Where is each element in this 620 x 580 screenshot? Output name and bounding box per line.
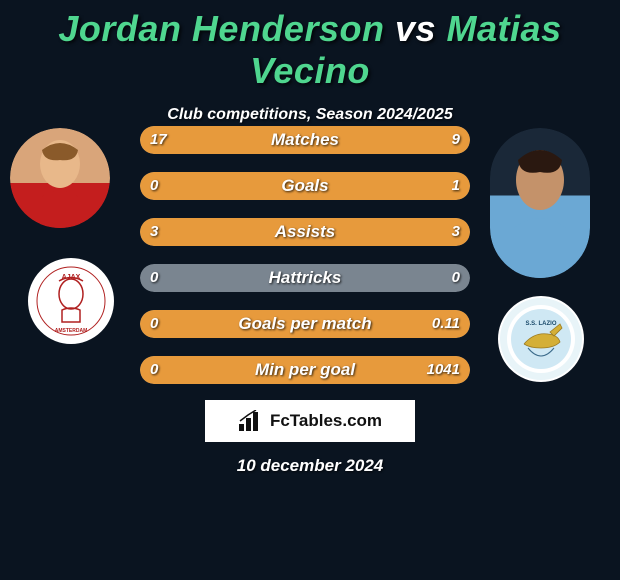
- comparison-title: Jordan Henderson vs Matias Vecino: [0, 0, 620, 92]
- stat-right-value: 1: [452, 172, 460, 200]
- svg-text:AMSTERDAM: AMSTERDAM: [55, 328, 88, 334]
- player1-club-logo: AJAX AMSTERDAM: [28, 258, 114, 344]
- stat-row: 17Matches9: [140, 126, 470, 154]
- brand-badge: FcTables.com: [205, 400, 415, 442]
- brand-text: FcTables.com: [270, 411, 382, 431]
- stat-right-value: 0: [452, 264, 460, 292]
- subtitle: Club competitions, Season 2024/2025: [0, 106, 620, 124]
- stat-right-value: 1041: [427, 356, 460, 384]
- footer-date: 10 december 2024: [0, 456, 620, 476]
- stat-right-value: 3: [452, 218, 460, 246]
- stat-label: Hattricks: [140, 264, 470, 292]
- stat-right-value: 0.11: [432, 310, 460, 338]
- player1-photo: [10, 128, 110, 228]
- fctables-icon: [238, 410, 264, 432]
- svg-text:AJAX: AJAX: [62, 274, 81, 281]
- stat-label: Goals per match: [140, 310, 470, 338]
- stat-row: 3Assists3: [140, 218, 470, 246]
- stat-label: Min per goal: [140, 356, 470, 384]
- stat-label: Matches: [140, 126, 470, 154]
- stat-row: 0Hattricks0: [140, 264, 470, 292]
- stat-bars: 17Matches90Goals13Assists30Hattricks00Go…: [140, 126, 470, 402]
- player2-photo: [490, 128, 590, 278]
- stat-row: 0Goals per match0.11: [140, 310, 470, 338]
- stat-row: 0Goals1: [140, 172, 470, 200]
- svg-text:S.S. LAZIO: S.S. LAZIO: [525, 321, 556, 327]
- vs-text: vs: [395, 8, 436, 49]
- stat-label: Goals: [140, 172, 470, 200]
- player2-club-logo: S.S. LAZIO: [498, 296, 584, 382]
- stat-label: Assists: [140, 218, 470, 246]
- stat-row: 0Min per goal1041: [140, 356, 470, 384]
- player1-name: Jordan Henderson: [58, 8, 384, 49]
- stat-right-value: 9: [452, 126, 460, 154]
